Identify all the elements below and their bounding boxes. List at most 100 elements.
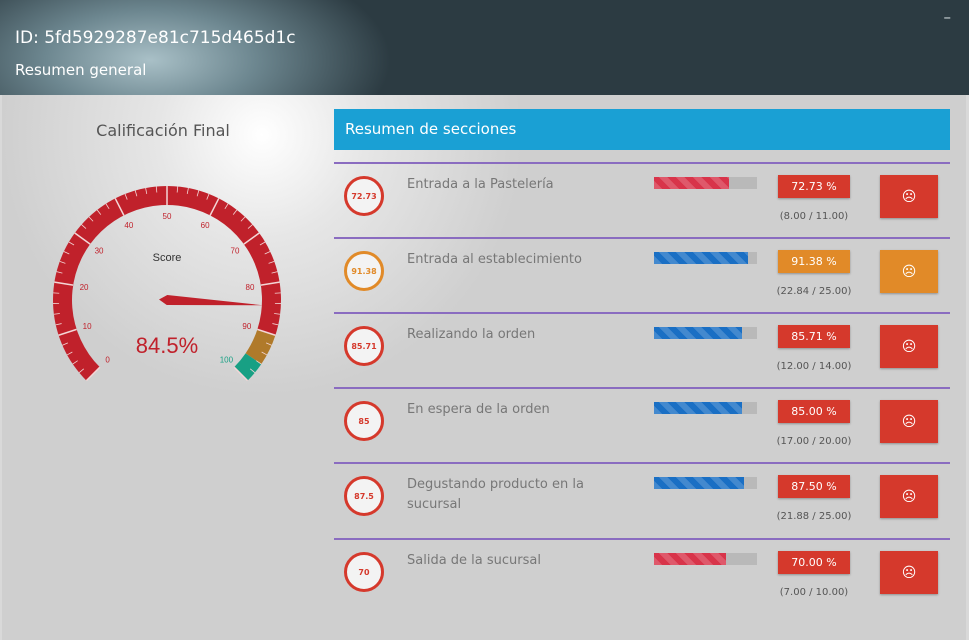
gauge-tick: [233, 366, 249, 382]
sad-face-icon: ☹: [901, 188, 917, 205]
gauge-tick-label: 100: [220, 355, 234, 364]
section-points: (12.00 / 14.00): [776, 361, 852, 372]
gauge-tick: [145, 187, 148, 194]
section-percent-badge: 70.00 %: [778, 551, 850, 574]
section-progress-bar: [654, 477, 757, 489]
section-status-button[interactable]: ☹: [880, 325, 938, 368]
gauge-tick: [74, 232, 91, 245]
section-row: 85 En espera de la orden 85.00 % (17.00 …: [334, 387, 950, 464]
gauge-value: 84.5%: [136, 333, 198, 358]
section-points: (17.00 / 20.00): [776, 436, 852, 447]
section-progress-bar: [654, 402, 757, 414]
gauge-tick: [155, 186, 158, 193]
section-row: 70 Salida de la sucursal 70.00 % (7.00 /…: [334, 538, 950, 615]
record-id: ID: 5fd5929287e81c715d465d1c: [15, 28, 296, 48]
sections-header: Resumen de secciones: [334, 109, 950, 150]
section-status-button[interactable]: ☹: [880, 400, 938, 443]
section-score-circle: 91.38: [344, 251, 384, 291]
gauge-tick: [88, 216, 94, 222]
sad-face-icon: ☹: [901, 564, 917, 581]
gauge-tick: [81, 224, 87, 229]
gauge-tick-label: 60: [201, 221, 210, 230]
section-score-circle: 85.71: [344, 326, 384, 366]
gauge-tick-label: 90: [242, 322, 251, 331]
section-row: 91.38 Entrada al establecimiento 91.38 %…: [334, 237, 950, 314]
gauge-tick: [54, 281, 74, 286]
gauge-tick: [261, 351, 268, 356]
section-progress-bar: [654, 177, 757, 189]
section-score-circle: 72.73: [344, 176, 384, 216]
section-percent-badge: 85.00 %: [778, 400, 850, 423]
gauge-tick: [134, 190, 138, 197]
gauge-tick: [55, 323, 62, 326]
gauge-tick: [72, 360, 78, 365]
section-progress-fill: [654, 553, 727, 565]
gauge-tick: [85, 366, 101, 382]
score-gauge: 0 10 20 30 40 50 60 70 80 90 100 Score 84.5%: [53, 186, 282, 382]
gauge-tick-label: 50: [163, 212, 172, 221]
gauge-tick: [272, 323, 279, 326]
gauge-tick-label: 0: [105, 355, 110, 364]
section-percent-badge: 87.50 %: [778, 475, 850, 498]
section-progress-bar: [654, 327, 757, 339]
sad-face-icon: ☹: [901, 263, 917, 280]
section-score-circle: 87.5: [344, 476, 384, 516]
gauge-tick: [209, 198, 220, 216]
section-percent-badge: 72.73 %: [778, 175, 850, 198]
gauge-tick: [260, 281, 280, 286]
section-score-circle: 85: [344, 401, 384, 441]
gauge-tick-label: 40: [124, 221, 133, 230]
gauge-tick: [186, 187, 189, 194]
gauge-tick: [59, 261, 66, 264]
section-status-button[interactable]: ☹: [880, 551, 938, 594]
gauge-tick: [265, 342, 272, 346]
section-percent-badge: 85.71 %: [778, 325, 850, 348]
gauge-tick-label: 10: [83, 322, 92, 331]
gauge-tick: [114, 198, 125, 216]
section-points: (8.00 / 11.00): [779, 211, 849, 222]
gauge-tick: [196, 190, 200, 197]
gauge-band-mid: [245, 329, 276, 365]
gauge-tick: [58, 328, 77, 336]
section-name: Entrada al establecimiento: [407, 252, 582, 267]
page-subtitle: Resumen general: [15, 61, 147, 79]
section-name: Salida de la sucursal: [407, 553, 541, 568]
section-status-button[interactable]: ☹: [880, 475, 938, 518]
gauge-tick-label: 20: [80, 283, 89, 292]
section-points: (7.00 / 10.00): [779, 587, 849, 598]
gauge-tick: [256, 360, 262, 365]
gauge-tick: [96, 209, 102, 215]
gauge-tick: [249, 368, 256, 373]
section-points: (22.84 / 25.00): [776, 286, 852, 297]
section-status-button[interactable]: ☹: [880, 175, 938, 218]
gauge-tick-label: 70: [231, 247, 240, 256]
section-points: (21.88 / 25.00): [776, 511, 852, 522]
sad-face-icon: ☹: [901, 413, 917, 430]
minimize-button[interactable]: –: [943, 8, 952, 26]
gauge-tick: [63, 251, 70, 255]
gauge-tick: [259, 241, 266, 246]
gauge-tick: [66, 351, 73, 356]
gauge-tick: [176, 186, 179, 193]
section-progress-fill: [654, 477, 745, 489]
gauge-tick: [268, 261, 275, 264]
gauge-needle: [159, 295, 263, 306]
section-name: En espera de la orden: [407, 402, 550, 417]
gauge-tick: [206, 193, 210, 200]
gauge-tick: [62, 342, 69, 346]
gauge-tick: [124, 193, 128, 200]
gauge-tick: [105, 203, 110, 210]
gauge-tick: [68, 241, 75, 246]
gauge-tick: [53, 313, 60, 315]
gauge-label: Score: [153, 252, 182, 264]
sad-face-icon: ☹: [901, 488, 917, 505]
section-status-button[interactable]: ☹: [880, 250, 938, 293]
gauge-tick: [274, 313, 281, 315]
gauge-tick: [247, 224, 253, 229]
gauge-tick-label: 30: [95, 247, 104, 256]
gauge-tick: [78, 368, 85, 373]
section-name: Entrada a la Pastelería: [407, 177, 554, 192]
section-progress-fill: [654, 327, 743, 339]
section-progress-bar: [654, 252, 757, 264]
section-row: 85.71 Realizando la orden 85.71 % (12.00…: [334, 312, 950, 389]
